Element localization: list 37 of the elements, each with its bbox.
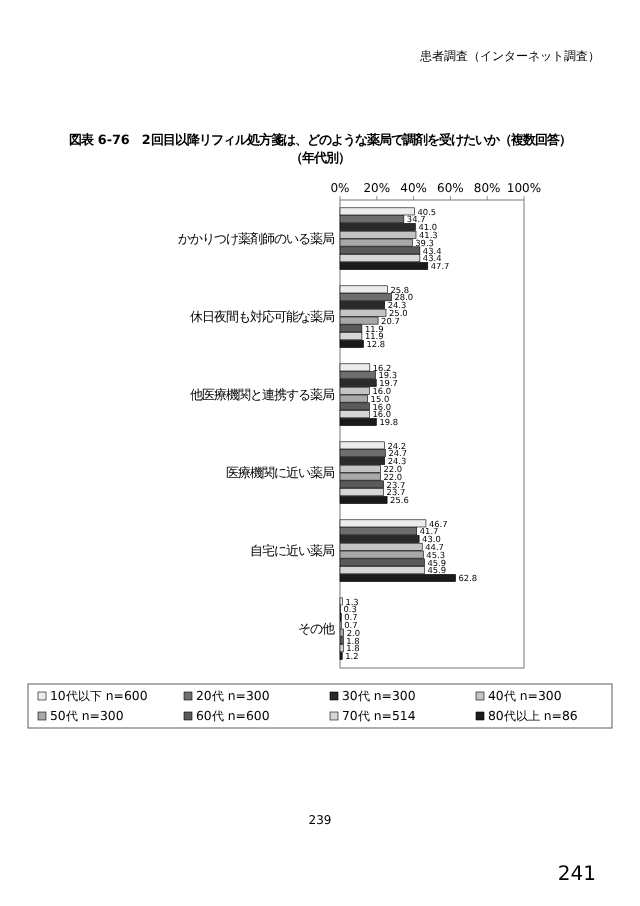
bar bbox=[339, 308, 387, 317]
bar bbox=[339, 480, 384, 489]
bar bbox=[339, 394, 368, 403]
bar bbox=[339, 457, 386, 465]
bar bbox=[339, 223, 416, 231]
bar bbox=[339, 332, 363, 341]
bar bbox=[339, 379, 377, 387]
bar bbox=[339, 472, 381, 481]
bar bbox=[339, 293, 392, 302]
bar bbox=[339, 301, 386, 309]
bar bbox=[339, 574, 456, 582]
bar bbox=[339, 238, 413, 247]
bar bbox=[339, 254, 421, 263]
bar bbox=[339, 441, 385, 450]
bar bbox=[339, 230, 417, 239]
bar bbox=[339, 363, 371, 372]
bar bbox=[339, 285, 388, 294]
bar bbox=[339, 449, 386, 458]
bar bbox=[339, 496, 388, 504]
bar bbox=[339, 402, 370, 411]
bar bbox=[339, 371, 376, 380]
bar bbox=[339, 262, 429, 270]
bar bbox=[339, 488, 384, 497]
bar bbox=[339, 418, 377, 426]
bar bbox=[339, 535, 420, 543]
bar bbox=[339, 386, 370, 395]
bar bbox=[339, 542, 423, 551]
bar bbox=[339, 550, 424, 559]
bar bbox=[339, 340, 364, 348]
bar bbox=[339, 558, 425, 567]
bar bbox=[339, 207, 415, 216]
bar bbox=[339, 410, 370, 419]
bar bbox=[339, 464, 381, 473]
bar bbox=[339, 316, 379, 325]
bar bbox=[339, 246, 421, 255]
bar bbox=[339, 519, 427, 528]
text: 241 bbox=[557, 864, 596, 886]
